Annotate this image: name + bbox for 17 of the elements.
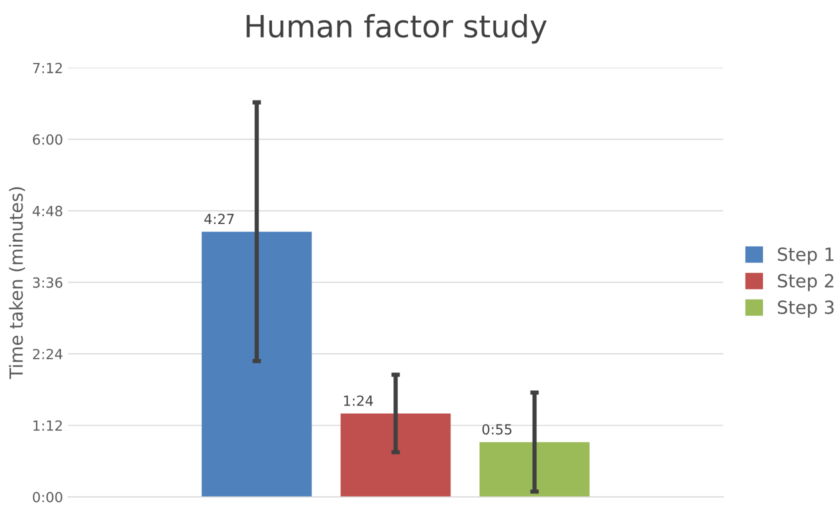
legend-label: Step 3 — [778, 300, 834, 318]
y-tick-label: 0:00 — [32, 492, 62, 502]
legend-label: Step 1 — [778, 247, 834, 265]
data-label: 1:24 — [344, 395, 373, 406]
bar — [202, 232, 312, 497]
y-tick-label: 6:00 — [32, 134, 62, 145]
y-tick-label: 1:12 — [34, 420, 62, 431]
y-tick-label: 3:36 — [33, 277, 62, 288]
y-tick-label: 4:48 — [32, 206, 62, 216]
data-label: 0:55 — [482, 424, 512, 435]
bar — [340, 413, 451, 497]
y-tick-label: 2:24 — [33, 348, 62, 360]
legend-label: Step 2 — [778, 274, 834, 292]
chart-title: Human factor study — [246, 14, 547, 44]
data-label: 4:27 — [204, 214, 234, 224]
y-tick-label: 7:12 — [33, 62, 62, 74]
y-axis-title: Time taken (minutes) — [8, 187, 26, 380]
